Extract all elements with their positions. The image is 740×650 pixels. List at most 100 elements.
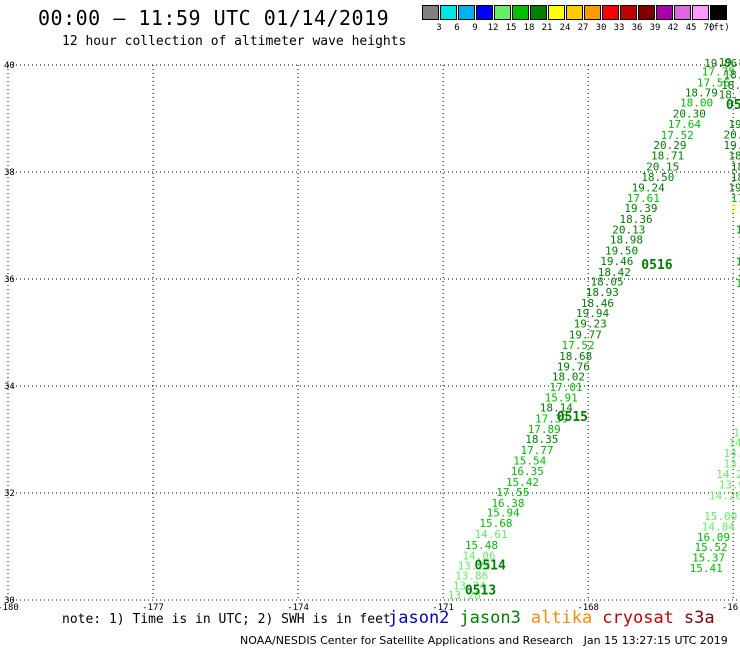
swh-reading: 17.77: [520, 444, 553, 457]
legend-swatch: [458, 5, 475, 20]
swh-reading: 19.80: [719, 56, 740, 69]
swh-reading: 18.4: [728, 150, 740, 163]
swh-reading: 14.61: [475, 528, 508, 541]
swh-reading: 14.61: [728, 436, 740, 449]
lat-tick-label: 38: [4, 168, 15, 178]
lat-tick-label: 34: [4, 382, 15, 392]
legend-swatch: [710, 5, 727, 20]
legend-swatch: [584, 5, 601, 20]
legend-label: 12: [487, 23, 499, 33]
swh-reading: 16.38: [491, 497, 524, 510]
swh-reading: 13.86: [455, 570, 488, 583]
swh-reading: 17.64: [668, 118, 701, 131]
swh-reading: 18.00: [680, 97, 713, 110]
swh-reading: 18.12: [719, 89, 740, 102]
lat-tick-label: 32: [4, 489, 15, 499]
satellite-track-right: 19.8018.8818.1318.1219.3320.019.518.418.…: [690, 56, 740, 575]
swh-reading: 18.50: [641, 171, 674, 184]
satellite-track-main: 13.2813.2413.8613.2414.0615.4814.6115.68…: [448, 57, 737, 602]
legend-swatch: [566, 5, 583, 20]
swh-reading: 15.52: [694, 541, 727, 554]
swh-reading: 19.76: [557, 360, 590, 373]
swh-reading: 17.52: [562, 339, 595, 352]
swh-reading: 20.5: [738, 266, 740, 279]
legend-label: 18: [523, 23, 535, 33]
map-grid: [7, 64, 738, 601]
swh-reading: 15.94: [487, 507, 520, 520]
swh-reading: 18.8: [731, 171, 740, 184]
lon-tick-label: -174: [287, 603, 309, 613]
satellite-name: altika: [530, 608, 593, 628]
swh-reading: 18.9: [738, 245, 740, 258]
swh-reading: 19.86: [704, 57, 737, 70]
swh-reading: 18.93: [586, 286, 619, 299]
legend-label: 24: [559, 23, 571, 33]
swh-reading: 16.09: [697, 531, 730, 544]
satellite-name: cryosat: [602, 608, 674, 628]
lon-tick-label: -168: [577, 603, 599, 613]
lat-tick-label: 30: [4, 596, 15, 606]
satellite-name: s3a: [683, 608, 715, 628]
swh-reading: 19.46: [600, 255, 633, 268]
swh-reading: 20.0: [723, 128, 740, 141]
legend-label: 27: [577, 23, 589, 33]
swh-reading: 13.24: [453, 579, 486, 592]
swh-reading: 19.24: [632, 181, 665, 194]
legend-label: 33: [613, 23, 625, 33]
swh-reading: 13.41: [723, 457, 740, 470]
lat-tick-label: 36: [4, 275, 15, 285]
swh-reading: 19.4: [728, 181, 740, 194]
swh-reading: 18.05: [591, 275, 624, 288]
wave-height-legend: 3 6 9 12 15 18 21 24 27 30 33 36 39 42 45 70 (ft): [422, 5, 730, 35]
swh-reading: 19.50: [605, 244, 638, 257]
swh-reading: 19.77: [569, 328, 602, 341]
swh-reading: 18.13: [721, 79, 740, 92]
swh-reading: 17.56: [697, 76, 730, 89]
swh-reading: 14.84: [702, 520, 735, 533]
swh-reading: 15.91: [545, 392, 578, 405]
legend-swatch: [692, 5, 709, 20]
legend-swatch: [674, 5, 691, 20]
swh-reading: 13.28: [448, 589, 481, 602]
pass-time-label: 050: [726, 98, 740, 113]
swh-reading: 17.52: [661, 129, 694, 142]
swh-reading: 15.42: [506, 476, 539, 489]
swh-reading: 18.79: [685, 87, 718, 100]
swh-reading: 18.88: [723, 68, 740, 81]
legend-label: 45: [685, 23, 697, 33]
swh-reading: 16.4: [736, 277, 740, 290]
legend-swatch: [548, 5, 565, 20]
footer-note: note: 1) Time is in UTC; 2) SWH is in fe…: [62, 612, 391, 627]
swh-reading: 18.02: [552, 371, 585, 384]
swh-reading: 18.98: [610, 234, 643, 247]
swh-reading: 18.71: [651, 150, 684, 163]
legend-swatch: [530, 5, 547, 20]
legend-swatch: [620, 5, 637, 20]
swh-reading: 19.33: [728, 118, 740, 131]
credit-text: NOAA/NESDIS Center for Satellite Applica…: [240, 634, 574, 647]
legend-swatch: [638, 5, 655, 20]
legend-swatch: [512, 5, 529, 20]
legend-swatch: [656, 5, 673, 20]
map-subtitle: 12 hour collection of altimeter wave hei…: [62, 34, 407, 49]
swh-reading: 18.2: [738, 234, 740, 247]
pass-time-label: 0515: [557, 410, 588, 425]
swh-reading: 16.35: [511, 465, 544, 478]
swh-reading: 18.42: [598, 266, 631, 279]
lat-tick-label: 40: [4, 61, 15, 71]
legend-label: 9: [472, 23, 478, 33]
swh-reading: 21.6: [731, 203, 740, 216]
swh-reading: 18.4: [736, 224, 740, 237]
swh-reading: 19.23: [574, 318, 607, 331]
legend-label: 3: [436, 23, 442, 33]
swh-reading: 17.75: [702, 66, 735, 79]
legend-label: 30: [595, 23, 607, 33]
pass-time-label: 0513: [465, 584, 496, 599]
legend-label: 21: [541, 23, 553, 33]
swh-reading: 14.84: [723, 447, 740, 460]
swh-reading: 18.36: [620, 213, 653, 226]
legend-unit: (ft): [708, 23, 730, 33]
swh-reading: 17.4: [731, 192, 740, 205]
swh-reading: 14.26: [709, 489, 740, 502]
